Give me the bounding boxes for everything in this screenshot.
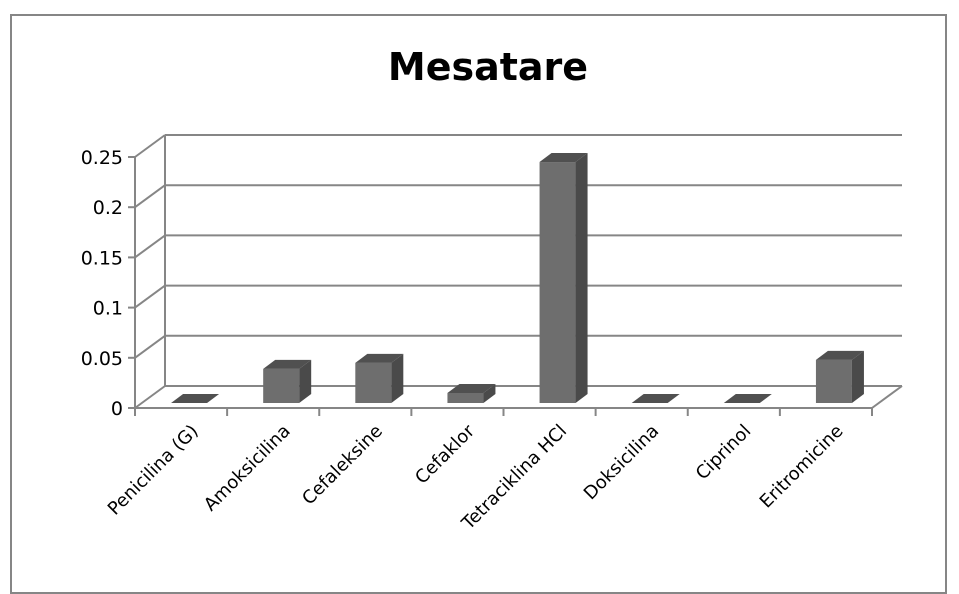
x-tick-label: Cefaleksine: [298, 421, 387, 510]
bar-side-face: [575, 153, 588, 403]
y-tick-label: 0: [111, 398, 123, 420]
bar-top-face: [263, 359, 312, 369]
bar-front-face: [539, 162, 576, 403]
bar-top-face: [815, 350, 864, 360]
bar-top-face: [447, 383, 496, 393]
bar-side-face: [391, 353, 404, 403]
bar-top-face: [355, 353, 404, 363]
chart-frame: [10, 14, 947, 594]
chart-title: Mesatare: [388, 45, 588, 89]
x-tick-labels: Penicilina (G)Amoksicilina Cefaleksine Cef…: [104, 420, 848, 534]
y-tick-labels: 0 0.05 0.1 0.15 0.2 0.25: [81, 147, 123, 420]
bar-top-face: [723, 394, 772, 403]
bar: [355, 353, 404, 403]
bar: [631, 394, 680, 403]
bar-top-face: [631, 394, 680, 403]
y-tick-label: 0.25: [81, 147, 123, 169]
x-tick-label: Doksicilina: [580, 421, 663, 504]
bar-front-face: [263, 368, 300, 403]
gridlines: [134, 134, 902, 409]
bar-side-face: [851, 350, 864, 403]
gridline-diagonal: [134, 184, 166, 209]
y-tick-label: 0.2: [93, 197, 123, 219]
y-tick-label: 0.15: [81, 247, 123, 269]
bars: [171, 153, 864, 403]
bar-front-face: [447, 392, 484, 403]
bar: [539, 153, 588, 403]
gridline-diagonal: [134, 134, 166, 158]
gridline-diagonal: [134, 385, 166, 409]
x-tick-label: Ciprinol: [692, 421, 756, 485]
y-tick-label: 0.05: [81, 348, 123, 370]
floor-right-edge: [871, 385, 903, 409]
x-tick-label: Cefaklor: [411, 420, 479, 488]
x-tick-label: Amoksicilina: [200, 421, 295, 516]
bar: [723, 394, 772, 403]
x-tick-label: Penicilina (G): [104, 421, 203, 520]
bar-side-face: [483, 383, 496, 403]
y-tick-label: 0.1: [93, 298, 123, 320]
gridline-diagonal: [134, 234, 166, 259]
bar-side-face: [299, 359, 312, 403]
gridline-diagonal: [134, 334, 166, 359]
bar-front-face: [815, 359, 852, 403]
bar: [815, 350, 864, 403]
bar: [263, 359, 312, 403]
bar-front-face: [355, 362, 392, 403]
bar: [171, 394, 220, 403]
bar-top-face: [539, 153, 588, 163]
x-tick-label: Eritromicine: [756, 421, 848, 513]
bar: [447, 383, 496, 403]
bar-top-face: [171, 394, 220, 403]
gridline-diagonal: [134, 284, 166, 309]
axes: [128, 135, 903, 416]
